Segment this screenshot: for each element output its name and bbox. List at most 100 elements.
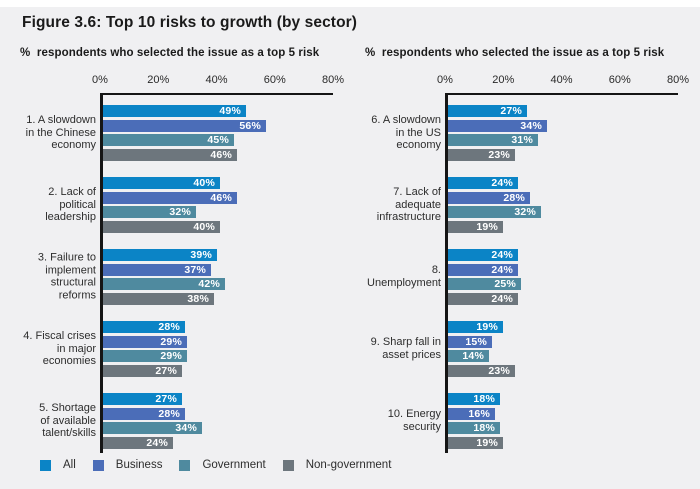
legend-swatch-icon xyxy=(40,459,51,471)
bar-government: 31% xyxy=(448,134,538,146)
bar-group: 4. Fiscal crises in major economies 28% 29… xyxy=(23,321,333,377)
category-label: 5. Shortage of available talent/skills xyxy=(39,401,96,440)
value-label: 38% xyxy=(187,292,209,305)
value-label: 34% xyxy=(520,119,542,132)
bar-non-government: 40% xyxy=(103,220,220,233)
bar-all: 19% xyxy=(448,321,503,333)
bar-non-government: 24% xyxy=(103,436,173,449)
x-tick-label: 40% xyxy=(205,74,228,86)
bar-business: 56% xyxy=(103,119,266,132)
value-label: 25% xyxy=(494,278,516,290)
x-tick-label: 80% xyxy=(321,74,345,86)
bar-business: 24% xyxy=(448,263,518,276)
bar-government: 29% xyxy=(103,350,187,362)
value-label: 24% xyxy=(146,436,168,449)
legend-item: All xyxy=(40,459,76,471)
value-label: 18% xyxy=(473,393,495,405)
value-label: 23% xyxy=(488,364,510,377)
bar-group: 6. A slowdown in the US economy 27% 34% 31%… xyxy=(371,105,678,161)
x-tick-label: 40% xyxy=(550,74,573,86)
bar-government: 45% xyxy=(103,134,234,146)
bar-business: 29% xyxy=(103,335,187,348)
bar-all: 18% xyxy=(448,393,500,405)
category-label: 10. Energy security xyxy=(387,407,441,433)
legend-swatch-icon xyxy=(179,459,191,471)
bar-group: 2. Lack of political leadership 40% 46% 32%… xyxy=(45,177,333,233)
bar-business: 28% xyxy=(103,407,185,420)
x-tick-label: 20% xyxy=(147,74,170,86)
value-label: 29% xyxy=(160,350,182,362)
bar-group: 5. Shortage of available talent/skills 27… xyxy=(39,393,333,449)
value-label: 24% xyxy=(491,292,513,305)
x-tick-label: 60% xyxy=(263,74,286,86)
legend-label: Non-government xyxy=(305,459,392,471)
value-label: 19% xyxy=(476,436,498,449)
bar-group: 9. Sharp fall in asset prices 19% 15% 14% 23… xyxy=(371,321,678,377)
bar-business: 37% xyxy=(103,263,211,276)
bar-all: 24% xyxy=(448,177,518,189)
plot-area-left: 1. A slowdown in the Chinese economy 49% 5… xyxy=(23,93,333,453)
value-label: 27% xyxy=(500,105,522,117)
chart-right: % respondents who selected the issue as … xyxy=(365,47,695,459)
bar-non-government: 24% xyxy=(448,292,518,305)
bar-all: 28% xyxy=(103,321,185,333)
bar-non-government: 23% xyxy=(448,148,515,161)
value-label: 19% xyxy=(476,220,498,233)
value-label: 32% xyxy=(169,206,191,218)
category-label: 9. Sharp fall in asset prices xyxy=(370,335,441,361)
bar-all: 27% xyxy=(103,393,182,405)
value-label: 24% xyxy=(491,263,513,276)
bar-non-government: 19% xyxy=(448,220,503,233)
value-label: 29% xyxy=(160,335,182,348)
bar-group: 8. Unemployment 24% 24% 25% 24% xyxy=(367,249,678,305)
legend-item: Business xyxy=(92,459,163,471)
bar-non-government: 19% xyxy=(448,436,503,449)
value-label: 28% xyxy=(158,321,180,333)
value-label: 23% xyxy=(488,148,510,161)
bar-business: 28% xyxy=(448,191,530,204)
legend: All Business Government Non-government xyxy=(40,459,391,471)
bar-all: 49% xyxy=(103,105,246,117)
x-tick-label: 20% xyxy=(492,74,515,86)
bar-all: 39% xyxy=(103,249,217,261)
bar-non-government: 27% xyxy=(103,364,182,377)
value-label: 39% xyxy=(190,249,212,261)
x-tick-label: 0% xyxy=(92,74,108,86)
bar-government: 18% xyxy=(448,422,500,434)
category-label: 3. Failure to implement structural refor… xyxy=(37,251,96,302)
value-label: 34% xyxy=(175,422,197,434)
x-axis-ticks: 0% 20% 40% 60% 80% xyxy=(92,74,344,88)
axis-caption-left: % respondents who selected the issue as … xyxy=(20,47,320,59)
legend-label: All xyxy=(63,459,76,471)
bar-government: 25% xyxy=(448,278,521,290)
bar-group: 10. Energy security 18% 16% 18% 19% xyxy=(388,393,678,449)
bar-non-government: 23% xyxy=(448,364,515,377)
category-label: 6. A slowdown in the US economy xyxy=(371,113,441,152)
x-tick-label: 0% xyxy=(437,74,453,86)
figure-panel: Figure 3.6: Top 10 risks to growth (by s… xyxy=(0,7,700,489)
axis-caption-right: % respondents who selected the issue as … xyxy=(365,47,665,59)
category-label: 2. Lack of political leadership xyxy=(45,185,96,224)
legend-item: Government xyxy=(179,459,266,471)
legend-item: Non-government xyxy=(282,459,392,471)
x-tick-label: 80% xyxy=(666,74,690,86)
value-label: 27% xyxy=(155,364,177,377)
value-label: 45% xyxy=(207,134,229,146)
bar-business: 46% xyxy=(103,191,237,204)
category-label: 1. A slowdown in the Chinese economy xyxy=(25,113,96,152)
figure-title: Figure 3.6: Top 10 risks to growth (by s… xyxy=(22,14,358,31)
value-label: 15% xyxy=(465,335,487,348)
bar-group: 1. A slowdown in the Chinese economy 49% 5… xyxy=(26,105,333,161)
bar-group: 3. Failure to implement structural refor… xyxy=(38,249,333,305)
value-label: 40% xyxy=(193,177,215,189)
bar-government: 42% xyxy=(103,278,225,290)
value-label: 16% xyxy=(468,407,490,420)
value-label: 14% xyxy=(462,350,484,362)
bar-business: 15% xyxy=(448,335,492,348)
bar-business: 16% xyxy=(448,407,495,420)
plot-area-right: 6. A slowdown in the US economy 27% 34% 31%… xyxy=(367,93,678,453)
bar-non-government: 46% xyxy=(103,148,237,161)
legend-label: Business xyxy=(115,459,163,471)
value-label: 28% xyxy=(503,191,525,204)
bar-all: 24% xyxy=(448,249,518,261)
